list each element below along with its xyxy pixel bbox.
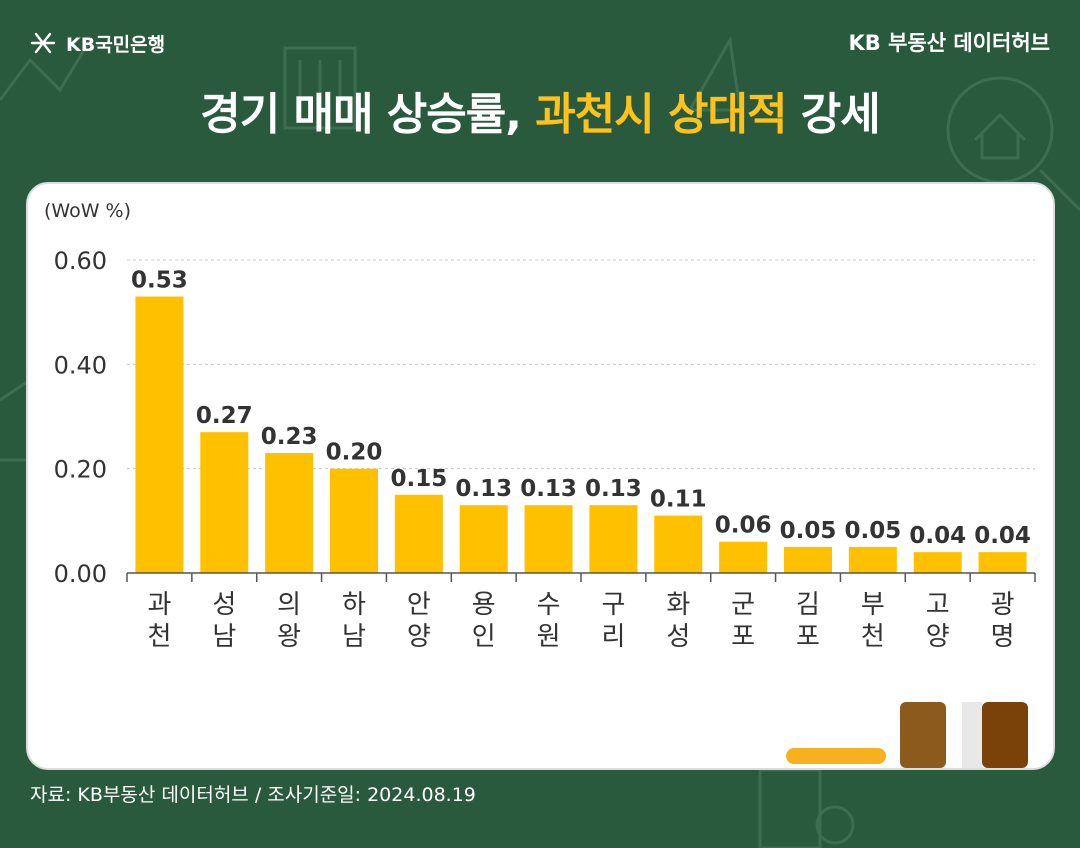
data-label: 0.13: [455, 476, 512, 502]
kb-bank-logo: KB국민은행: [28, 28, 165, 58]
y-axis-unit-label: (WoW %): [44, 200, 132, 222]
bar: [913, 552, 962, 573]
bar: [135, 296, 184, 573]
data-label: 0.11: [650, 487, 707, 513]
kb-star-icon: [30, 32, 56, 54]
bar: [848, 546, 897, 573]
data-label: 0.05: [844, 518, 901, 544]
bar: [394, 494, 443, 573]
source-note: 자료: KB부동산 데이터허브 / 조사기준일: 2024.08.19: [30, 784, 476, 806]
y-tick-label: 0.00: [54, 560, 107, 588]
bar: [265, 453, 314, 573]
bar: [459, 505, 508, 573]
kb-datahub-label: KB 부동산 데이터허브: [848, 31, 1050, 55]
bar: [200, 432, 249, 573]
title-highlight: 과천시 상대적: [535, 89, 787, 140]
data-label: 0.13: [585, 476, 642, 502]
bar: [654, 515, 703, 573]
title-part-2: 강세: [786, 89, 881, 140]
title-part-1: 경기 매매 상승률,: [200, 89, 536, 140]
chart-panel: [26, 182, 1055, 770]
data-label: 0.04: [974, 523, 1031, 549]
data-label: 0.20: [326, 440, 383, 466]
data-label: 0.15: [390, 466, 447, 492]
data-label: 0.27: [196, 403, 253, 429]
decorative-tabs: [786, 702, 1028, 768]
kb-bank-name: KB국민은행: [66, 33, 166, 56]
bar: [330, 468, 378, 573]
bar: [719, 541, 768, 573]
data-label: 0.13: [520, 476, 577, 502]
y-tick-label: 0.40: [54, 351, 107, 379]
y-tick-label: 0.20: [54, 456, 107, 484]
data-label: 0.04: [909, 523, 966, 549]
page-title: 경기 매매 상승률, 과천시 상대적 강세: [0, 78, 1080, 142]
bar: [978, 552, 1027, 573]
data-label: 0.23: [261, 424, 318, 450]
bar: [784, 546, 832, 573]
data-label: 0.53: [131, 268, 188, 294]
data-label: 0.05: [780, 518, 837, 544]
y-tick-label: 0.60: [54, 247, 107, 275]
data-label: 0.06: [715, 513, 772, 539]
bar: [524, 505, 573, 573]
bar: [589, 505, 638, 573]
